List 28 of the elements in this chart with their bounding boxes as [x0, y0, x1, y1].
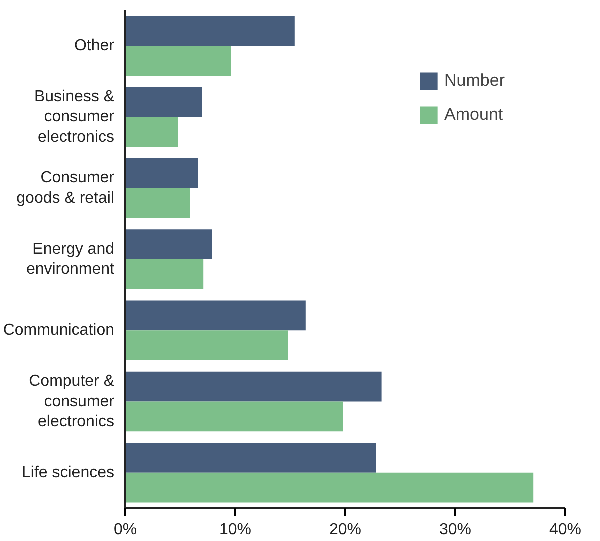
bar: [126, 372, 382, 402]
y-tick-label: Consumer goods & retail: [16, 170, 116, 208]
bar: [126, 16, 295, 46]
y-tick-label: Other: [74, 38, 116, 55]
x-tick-label: 10%: [219, 522, 252, 538]
x-tick-label: 20%: [329, 522, 362, 538]
x-tick-label: 30%: [439, 522, 472, 538]
bar: [126, 443, 376, 473]
bar: [126, 188, 190, 218]
y-tick-label: Computer & consumer electronics: [29, 372, 116, 431]
y-tick-label: Business & consumer electronics: [34, 88, 116, 146]
y-tick-label: Energy and environment: [26, 240, 116, 278]
bar: [126, 87, 202, 118]
bar: [126, 300, 306, 331]
bar: [126, 472, 534, 503]
bar: [126, 330, 288, 361]
bar: [126, 260, 204, 290]
bar: [126, 117, 178, 148]
y-tick-label: Life sciences: [22, 464, 115, 482]
bar: [126, 230, 212, 260]
x-tick-label: 40%: [549, 522, 582, 538]
legend-label: Amount: [444, 105, 504, 125]
y-tick-label: Communication: [3, 322, 114, 340]
bar: [126, 158, 198, 188]
legend-label: Number: [444, 71, 505, 91]
bar: [126, 46, 232, 76]
x-tick-label: 0%: [114, 522, 138, 538]
bar: [126, 402, 344, 432]
